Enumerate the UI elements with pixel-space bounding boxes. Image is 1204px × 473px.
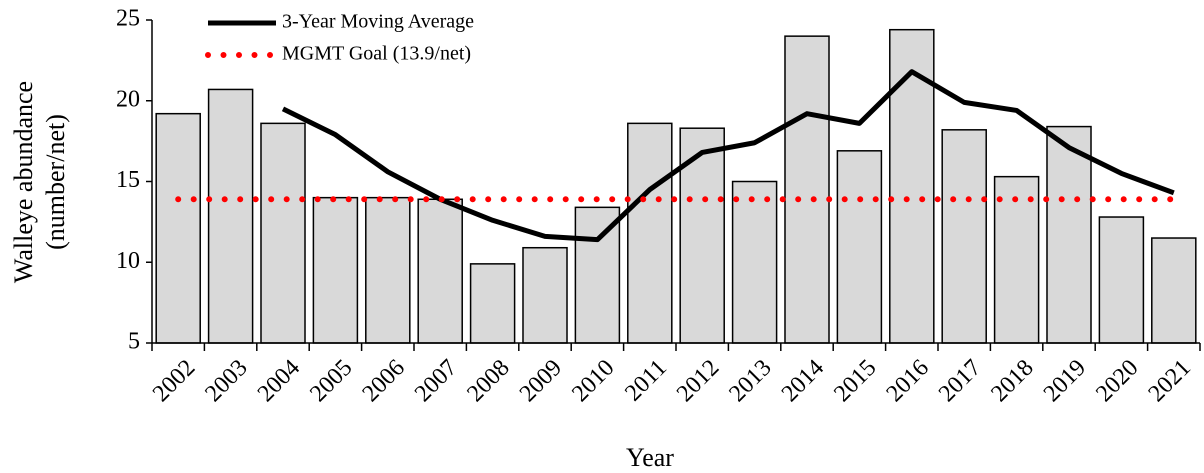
- x-tick-label: 2017: [934, 355, 986, 407]
- x-tick-label: 2020: [1091, 355, 1143, 407]
- bar: [1151, 237, 1197, 344]
- bar: [1098, 216, 1145, 344]
- y-tick-label: 20: [116, 86, 140, 112]
- x-tick-label: 2004: [253, 355, 305, 407]
- x-tick-label: 2007: [410, 355, 462, 407]
- x-tick-label: 2016: [882, 355, 934, 407]
- bar: [574, 206, 621, 344]
- x-tick-label: 2005: [305, 355, 357, 407]
- bar: [941, 129, 987, 344]
- y-tick-label: 10: [116, 248, 140, 274]
- bar: [836, 150, 883, 344]
- bar: [417, 198, 463, 344]
- y-axis-label: (number/net): [41, 114, 70, 250]
- y-tick-label: 15: [116, 167, 140, 193]
- x-axis-label: Year: [626, 443, 674, 472]
- x-tick-label: 2008: [462, 355, 514, 407]
- x-tick-label: 2012: [672, 355, 724, 407]
- bar: [365, 196, 411, 344]
- bar: [207, 88, 254, 344]
- bar: [469, 263, 516, 344]
- x-tick-label: 2006: [358, 355, 410, 407]
- bar: [260, 122, 306, 344]
- x-tick-label: 2002: [148, 355, 200, 407]
- x-tick-label: 2013: [724, 355, 776, 407]
- bar: [155, 112, 201, 344]
- bar: [312, 196, 359, 344]
- legend-label: 3-Year Moving Average: [282, 11, 474, 33]
- bar: [993, 175, 1040, 344]
- x-tick-label: 2010: [567, 355, 619, 407]
- x-tick-label: 2021: [1144, 355, 1196, 407]
- x-tick-label: 2011: [620, 355, 672, 407]
- y-tick-label: 25: [116, 6, 140, 32]
- bar: [784, 35, 830, 344]
- x-tick-label: 2015: [829, 355, 881, 407]
- bar: [1046, 125, 1092, 344]
- legend-label: MGMT Goal (13.9/net): [282, 43, 471, 65]
- x-tick-label: 2014: [777, 355, 829, 407]
- series-line: [281, 69, 1175, 243]
- y-tick-label: 5: [128, 329, 140, 355]
- x-tick-label: 2019: [1039, 355, 1091, 407]
- bar: [627, 122, 673, 344]
- bar: [889, 28, 935, 344]
- bar: [731, 180, 778, 344]
- x-tick-label: 2003: [200, 355, 252, 407]
- x-tick-label: 2018: [986, 355, 1038, 407]
- y-axis-label: Walleye abundance: [9, 81, 38, 283]
- bar: [522, 246, 568, 344]
- x-tick-label: 2009: [515, 355, 567, 407]
